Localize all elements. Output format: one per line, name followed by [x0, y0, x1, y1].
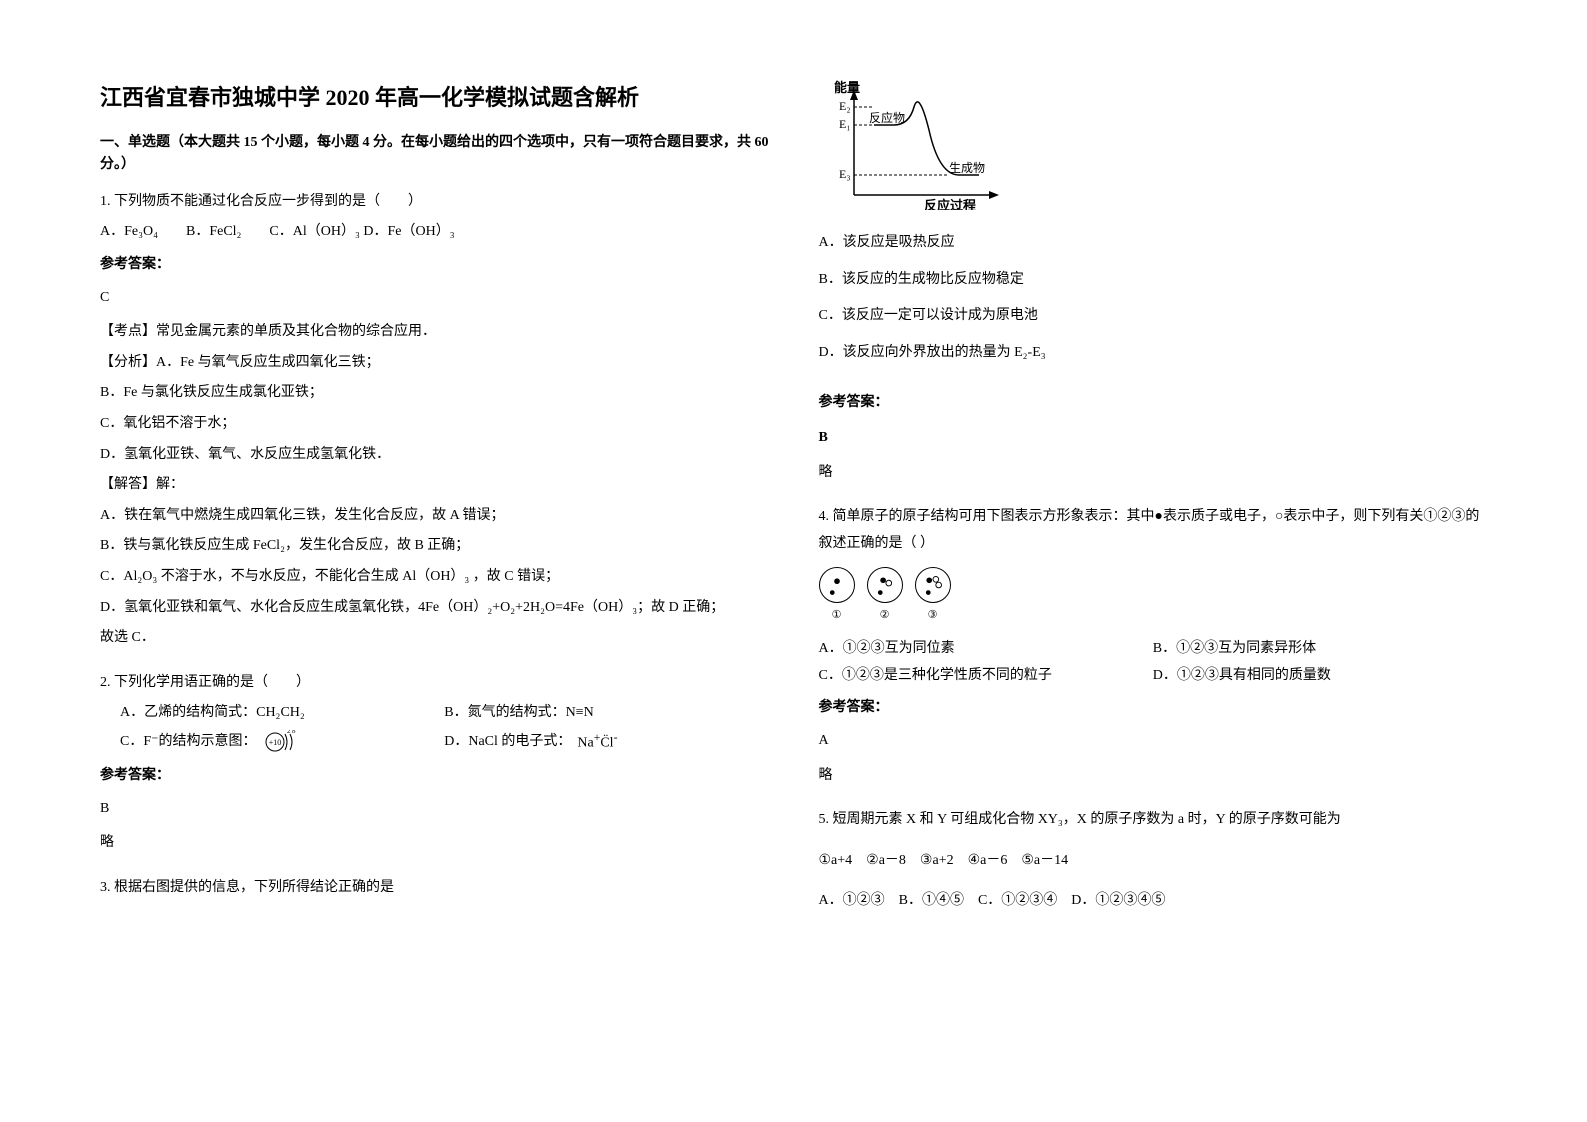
q2-optA: A．乙烯的结构简式：CH₂CH₂ [100, 700, 444, 727]
q4-optB: B．①②③互为同素异形体 [1153, 636, 1487, 663]
q1-answer-label: 参考答案： [100, 252, 769, 279]
atom-3: ③ [915, 567, 951, 626]
atom-2: ② [867, 567, 903, 626]
question-3-start: 3. 根据右图提供的信息，下列所得结论正确的是 [100, 875, 769, 906]
question-5: 5. 短周期元素 X 和 Y 可组成化合物 XY₃，X 的原子序数为 a 时，Y… [819, 807, 1488, 919]
atom-diagrams: ① ② [819, 567, 1488, 626]
q4-answer: A [819, 728, 1488, 755]
document-title: 江西省宜春市独城中学 2020 年高一化学模拟试题含解析 [100, 80, 769, 112]
atom-3-label: ③ [915, 605, 951, 626]
electron-shell-icon: +10 2 8 [263, 730, 299, 754]
svg-text:E₁: E₁ [839, 117, 851, 131]
left-column: 江西省宜春市独城中学 2020 年高一化学模拟试题含解析 一、单选题（本大题共 … [100, 80, 769, 1042]
section-header: 一、单选题（本大题共 15 个小题，每小题 4 分。在每小题给出的四个选项中，只… [100, 132, 769, 177]
svg-text:E₂: E₂ [839, 99, 851, 113]
q1-answer: C [100, 285, 769, 312]
q3-text: 3. 根据右图提供的信息，下列所得结论正确的是 [100, 875, 769, 902]
q1-analysis-7: A．铁在氧气中燃烧生成四氧化三铁，发生化合反应，故 A 错误； [100, 503, 769, 530]
q3-optC: C．该反应一定可以设计成为原电池 [819, 303, 1488, 330]
q2-optB: B．氮气的结构式：N≡N [444, 700, 768, 727]
svg-text:+10: +10 [268, 738, 281, 747]
q1-analysis-11: 故选 C． [100, 625, 769, 652]
q1-analysis-1: 【考点】常见金属元素的单质及其化合物的综合应用． [100, 319, 769, 346]
svg-text:2: 2 [287, 730, 291, 735]
q2-row2: C．F⁻的结构示意图： +10 2 8 D．NaCl 的电子式： Na+C̈l- [100, 727, 769, 757]
q2-row1: A．乙烯的结构简式：CH₂CH₂ B．氮气的结构式：N≡N [100, 700, 769, 727]
q3-optB: B．该反应的生成物比反应物稳定 [819, 267, 1488, 294]
question-2: 2. 下列化学用语正确的是（ ） A．乙烯的结构简式：CH₂CH₂ B．氮气的结… [100, 670, 769, 861]
q4-row1: A．①②③互为同位素 B．①②③互为同素异形体 [819, 636, 1488, 663]
q1-analysis-10: D．氢氧化亚铁和氧气、水化合反应生成氢氧化铁，4Fe（OH）₂+O₂+2H₂O=… [100, 595, 769, 622]
q2-answer: B [100, 796, 769, 823]
q4-optD: D．①②③具有相同的质量数 [1153, 663, 1487, 690]
q1-analysis-3: B．Fe 与氯化铁反应生成氯化亚铁； [100, 380, 769, 407]
q2-note: 略 [100, 830, 769, 857]
svg-text:反应过程: 反应过程 [924, 198, 976, 210]
q1-text: 1. 下列物质不能通过化合反应一步得到的是（ ） [100, 189, 769, 216]
q5-line2: ①a+4 ②a－8 ③a+2 ④a－6 ⑤a－14 [819, 848, 1488, 875]
atom-1: ① [819, 567, 855, 626]
q2-optD-formula: Na+C̈l- [577, 727, 617, 757]
q1-options: A．Fe₃O₄ B．FeCl₂ C．Al（OH）₃ D．Fe（OH）₃ [100, 219, 769, 246]
svg-text:8: 8 [292, 730, 296, 735]
q2-optC-prefix: C．F⁻的结构示意图： [120, 729, 257, 756]
atom-2-label: ② [867, 605, 903, 626]
q2-text: 2. 下列化学用语正确的是（ ） [100, 670, 769, 697]
q4-optC: C．①②③是三种化学性质不同的粒子 [819, 663, 1153, 690]
q4-note: 略 [819, 763, 1488, 790]
svg-text:E₃: E₃ [839, 167, 851, 181]
q4-answer-label: 参考答案： [819, 695, 1488, 722]
question-4: 4. 简单原子的原子结构可用下图表示方形象表示：其中●表示质子或电子，○表示中子… [819, 504, 1488, 793]
q4-text: 4. 简单原子的原子结构可用下图表示方形象表示：其中●表示质子或电子，○表示中子… [819, 504, 1488, 557]
q5-text: 5. 短周期元素 X 和 Y 可组成化合物 XY₃，X 的原子序数为 a 时，Y… [819, 807, 1488, 834]
q1-analysis-8: B．铁与氯化铁反应生成 FeCl₂，发生化合反应，故 B 正确； [100, 533, 769, 560]
q3-answer-label: 参考答案： [819, 390, 1488, 417]
svg-text:反应物: 反应物 [869, 110, 905, 125]
svg-text:能量: 能量 [834, 80, 860, 95]
q1-analysis-5: D．氢氧化亚铁、氧气、水反应生成氢氧化铁． [100, 442, 769, 469]
q4-row2: C．①②③是三种化学性质不同的粒子 D．①②③具有相同的质量数 [819, 663, 1488, 690]
q1-analysis-2: 【分析】A．Fe 与氧气反应生成四氧化三铁； [100, 350, 769, 377]
q4-optA: A．①②③互为同位素 [819, 636, 1153, 663]
q1-analysis-9: C．Al₂O₃ 不溶于水，不与水反应，不能化合生成 Al（OH）₃ ，故 C 错… [100, 564, 769, 591]
q2-optD-prefix: D．NaCl 的电子式： [444, 729, 571, 756]
q1-analysis-6: 【解答】解： [100, 472, 769, 499]
q3-optA: A．该反应是吸热反应 [819, 230, 1488, 257]
question-3-options: A．该反应是吸热反应 B．该反应的生成物比反应物稳定 C．该反应一定可以设计成为… [819, 230, 1488, 490]
q2-answer-label: 参考答案： [100, 763, 769, 790]
atom-1-label: ① [819, 605, 855, 626]
question-1: 1. 下列物质不能通过化合反应一步得到的是（ ） A．Fe₃O₄ B．FeCl₂… [100, 189, 769, 656]
q3-answer: B [819, 425, 1488, 452]
energy-diagram: 能量 反应过程 E₂ E₁ 反应物 E₃ 生成物 [819, 80, 1488, 210]
q3-optD: D．该反应向外界放出的热量为 E₂-E₃ [819, 340, 1488, 367]
right-column: 能量 反应过程 E₂ E₁ 反应物 E₃ 生成物 A．该反应是吸热反应 B．该反… [819, 80, 1488, 1042]
q1-analysis-4: C．氧化铝不溶于水； [100, 411, 769, 438]
q3-note: 略 [819, 460, 1488, 487]
q5-options: A．①②③ B．①④⑤ C．①②③④ D．①②③④⑤ [819, 888, 1488, 915]
svg-text:生成物: 生成物 [949, 161, 985, 175]
